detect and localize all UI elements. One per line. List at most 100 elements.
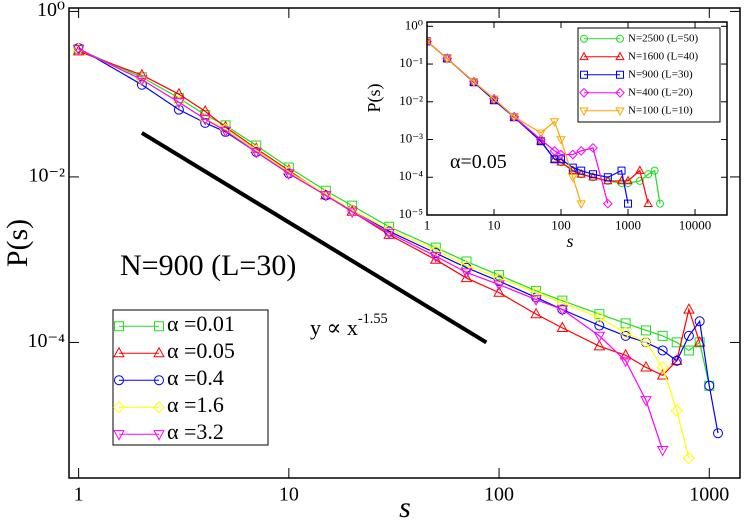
- series-line: [427, 40, 582, 204]
- marker: [136, 75, 148, 87]
- marker: [530, 295, 542, 306]
- reference-line: [140, 131, 488, 345]
- marker: [593, 339, 606, 351]
- annotation-text: α=0.05: [450, 151, 507, 173]
- y-tick-label: 10⁻⁴: [399, 168, 424, 183]
- marker: [493, 286, 505, 297]
- legend-label: α =1.6: [167, 392, 224, 417]
- marker: [568, 163, 577, 172]
- marker: [536, 129, 546, 139]
- y-tick-label: 10⁻¹: [399, 55, 423, 70]
- y-tick-label: 10⁻²: [399, 93, 423, 108]
- marker: [219, 126, 232, 138]
- marker: [656, 361, 669, 374]
- marker: [427, 36, 432, 45]
- marker: [113, 430, 125, 441]
- marker: [490, 96, 499, 105]
- legend: N=2500 (L=50) N=1600 (L=40) N=900 (L=30) N=…: [577, 27, 721, 123]
- marker: [549, 118, 560, 127]
- x-tick-label: 10: [279, 484, 299, 506]
- marker: [619, 348, 632, 360]
- marker: [671, 337, 682, 348]
- y-tick-label: 10⁰: [37, 0, 65, 21]
- marker: [346, 207, 358, 219]
- x-tick-label: 1: [74, 484, 84, 506]
- y-tick-label: 10⁻²: [28, 165, 65, 187]
- legend-label: N=100 (L=10): [628, 104, 693, 116]
- marker: [620, 330, 631, 341]
- marker: [530, 307, 542, 319]
- marker: [615, 51, 625, 61]
- marker: [593, 311, 606, 324]
- marker: [536, 137, 545, 146]
- marker: [469, 78, 479, 87]
- marker: [588, 172, 598, 181]
- legend-label: α =3.2: [167, 419, 224, 444]
- marker: [442, 53, 452, 62]
- marker: [493, 280, 505, 292]
- y-axis-label: P(s): [1, 219, 34, 267]
- marker: [173, 98, 185, 109]
- marker: [556, 149, 566, 160]
- marker: [154, 321, 164, 332]
- marker: [640, 396, 652, 407]
- plot-frame: [426, 21, 728, 216]
- annotation-text: y ∝ x: [310, 315, 358, 340]
- series-line: [78, 48, 664, 451]
- marker: [489, 95, 499, 105]
- marker: [593, 331, 606, 343]
- marker: [683, 330, 694, 341]
- marker: [670, 404, 683, 417]
- plot-area: [427, 36, 664, 209]
- marker: [623, 175, 633, 185]
- marker: [588, 170, 597, 179]
- marker: [492, 271, 506, 285]
- plot-frame: [68, 7, 741, 479]
- marker: [639, 336, 653, 349]
- x-tick-label: 1000: [689, 484, 729, 506]
- marker: [580, 34, 588, 43]
- series: [427, 38, 586, 209]
- marker: [615, 87, 625, 98]
- x-tick-label: 100: [551, 218, 571, 233]
- marker: [615, 107, 625, 117]
- annotation: α=0.05: [450, 151, 507, 173]
- marker: [602, 198, 613, 209]
- series: [72, 45, 669, 457]
- marker: [635, 165, 645, 174]
- marker: [556, 321, 569, 332]
- marker: [656, 445, 669, 457]
- marker: [320, 191, 332, 202]
- marker: [682, 452, 696, 465]
- marker: [657, 330, 668, 341]
- legend-box: [112, 309, 269, 446]
- marker: [617, 166, 626, 175]
- legend-label: α =0.05: [167, 338, 235, 363]
- marker: [576, 169, 586, 178]
- marker: [671, 355, 682, 366]
- marker: [579, 51, 589, 61]
- marker: [136, 68, 148, 80]
- marker: [199, 114, 211, 126]
- marker: [153, 430, 165, 441]
- marker: [460, 268, 473, 279]
- marker: [460, 271, 473, 283]
- y-axis-label: P(s): [364, 83, 385, 112]
- annotation: y ∝ x-1.55: [310, 311, 388, 340]
- marker: [603, 175, 613, 185]
- marker: [557, 155, 566, 164]
- marker: [640, 325, 651, 336]
- marker: [655, 199, 664, 208]
- marker: [529, 286, 543, 299]
- y-tick-label: 10⁻³: [399, 131, 423, 146]
- y-tick-label: 10⁻⁵: [399, 206, 423, 221]
- annotation: N=900 (L=30): [120, 249, 296, 282]
- marker: [670, 354, 683, 365]
- marker: [114, 375, 124, 386]
- marker: [616, 34, 624, 43]
- legend-label: N=400 (L=20): [628, 86, 693, 98]
- marker: [594, 320, 605, 331]
- marker: [383, 223, 396, 236]
- marker: [694, 337, 705, 348]
- marker: [173, 104, 184, 115]
